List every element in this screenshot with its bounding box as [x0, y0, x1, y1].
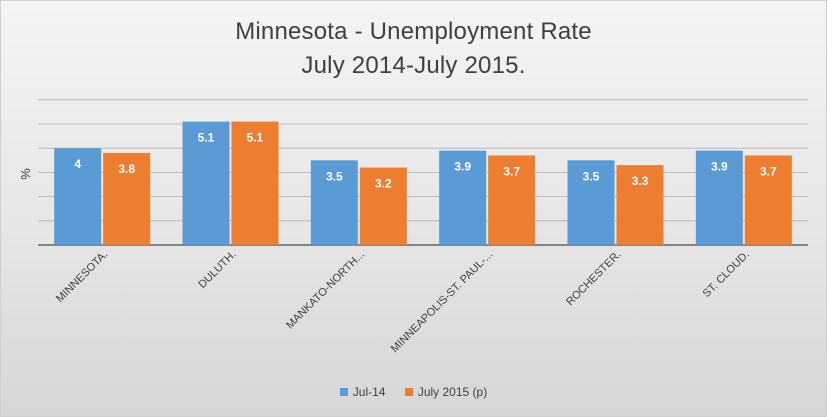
- chart-title: Minnesota - Unemployment Rate: [235, 18, 592, 45]
- data-label-2-2: 5.1: [247, 131, 264, 145]
- bar-1-5: [567, 160, 615, 245]
- legend-label-series-2: July 2015 (p): [417, 385, 488, 399]
- bar-2-6: [744, 155, 792, 245]
- legend-label-series-1: Jul-14: [352, 385, 386, 399]
- data-label-1-4: 3.9: [454, 160, 471, 174]
- category-label-1: MINNESOTA.: [54, 249, 110, 305]
- legend: Jul-14 July 2015 (p): [0, 385, 827, 399]
- chart-subtitle: July 2014-July 2015.: [301, 52, 526, 79]
- data-label-1-2: 5.1: [198, 131, 215, 145]
- bar-2-1: [103, 153, 151, 245]
- category-label-2: DULUTH.: [196, 249, 238, 291]
- bar-2-3: [359, 167, 407, 245]
- y-axis-label: %: [18, 168, 33, 180]
- bar-2-4: [488, 155, 536, 245]
- category-label-3: MANKATO-NORTH...: [284, 249, 367, 332]
- category-label-6: ST. CLOUD.: [701, 249, 752, 300]
- data-label-1-5: 3.5: [583, 169, 600, 183]
- data-label-1-1: 4: [74, 157, 81, 171]
- bar-1-1: [54, 148, 102, 245]
- category-label-5: ROCHESTER.: [564, 249, 623, 308]
- legend-swatch-series-2: [404, 388, 413, 396]
- data-label-1-6: 3.9: [711, 160, 728, 174]
- bar-2-2: [231, 121, 279, 245]
- bar-1-6: [695, 150, 743, 245]
- data-label-2-5: 3.3: [632, 174, 649, 188]
- data-label-2-3: 3.2: [375, 177, 392, 191]
- bar-1-4: [439, 150, 487, 245]
- bar-1-2: [182, 121, 230, 245]
- bar-2-5: [616, 165, 664, 245]
- legend-item-series-1: Jul-14: [339, 385, 386, 399]
- data-label-2-1: 3.8: [118, 162, 135, 176]
- data-label-1-3: 3.5: [326, 169, 343, 183]
- category-label-4: MINNEAPOLIS-ST. PAUL-...: [389, 249, 495, 355]
- data-label-2-6: 3.7: [760, 164, 777, 178]
- legend-item-series-2: July 2015 (p): [404, 385, 488, 399]
- bar-1-3: [310, 160, 358, 245]
- data-label-2-4: 3.7: [503, 164, 520, 178]
- legend-swatch-series-1: [339, 388, 348, 396]
